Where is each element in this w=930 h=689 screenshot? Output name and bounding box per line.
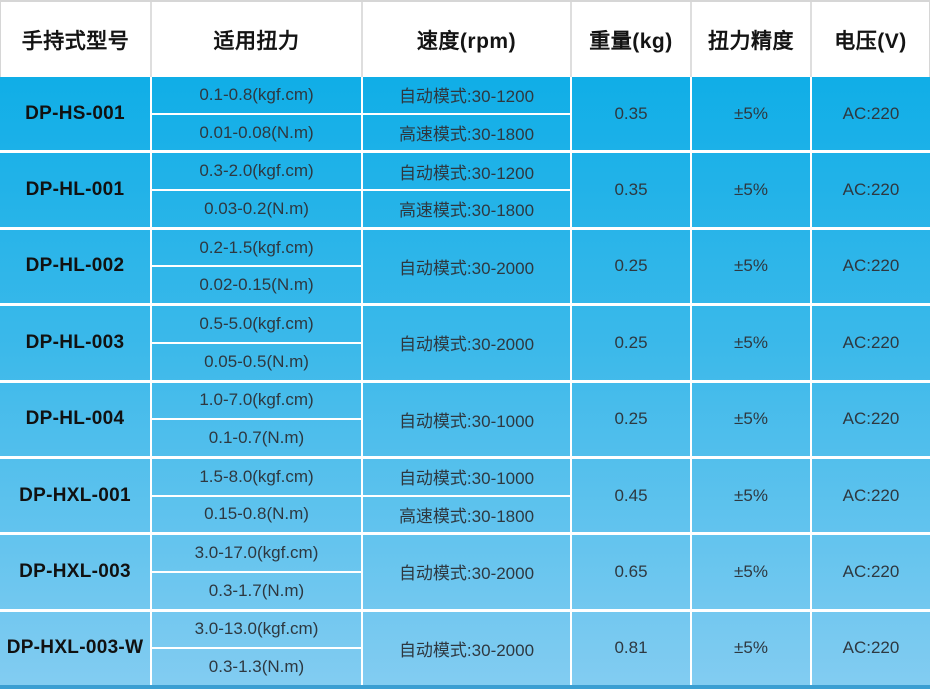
voltage-cell: AC:220 bbox=[810, 458, 930, 533]
torque-nm-value: 0.05-0.5(N.m) bbox=[152, 341, 361, 380]
speed-cell: 自动模式:30-1000 高速模式:30-1800 bbox=[361, 458, 570, 533]
model-cell: DP-HXL-003 bbox=[19, 560, 131, 582]
speed-cell: 自动模式:30-1000 bbox=[361, 382, 570, 456]
torque-cell: 3.0-17.0(kgf.cm) 0.3-1.7(N.m) bbox=[150, 535, 361, 609]
voltage-cell: AC:220 bbox=[810, 611, 930, 685]
model-cell: DP-HL-001 bbox=[25, 179, 125, 201]
torque-cell: 0.2-1.5(kgf.cm) 0.02-0.15(N.m) bbox=[150, 229, 361, 304]
table-row: DP-HS-001 0.1-0.8(kgf.cm) 0.01-0.08(N.m)… bbox=[0, 77, 930, 151]
model-cell: DP-HXL-001 bbox=[19, 484, 131, 506]
speed-high-value: 高速模式:30-1800 bbox=[363, 112, 570, 151]
table-row: DP-HL-002 0.2-1.5(kgf.cm) 0.02-0.15(N.m)… bbox=[0, 226, 930, 304]
weight-cell: 0.25 bbox=[570, 229, 690, 304]
weight-cell: 0.25 bbox=[570, 306, 690, 380]
table-body: DP-HS-001 0.1-0.8(kgf.cm) 0.01-0.08(N.m)… bbox=[0, 77, 930, 689]
torque-nm-value: 0.15-0.8(N.m) bbox=[152, 494, 361, 533]
torque-nm-value: 0.02-0.15(N.m) bbox=[152, 265, 361, 303]
torque-kgf-value: 0.3-2.0(kgf.cm) bbox=[199, 161, 314, 181]
torque-cell: 0.5-5.0(kgf.cm) 0.05-0.5(N.m) bbox=[150, 306, 361, 380]
model-cell: DP-HXL-003-W bbox=[6, 637, 144, 659]
voltage-cell: AC:220 bbox=[810, 306, 930, 380]
table-row: DP-HXL-001 1.5-8.0(kgf.cm) 0.15-0.8(N.m)… bbox=[0, 455, 930, 533]
accuracy-cell: ±5% bbox=[690, 229, 810, 304]
header-voltage: 电压(V) bbox=[810, 2, 929, 77]
torque-cell: 0.1-0.8(kgf.cm) 0.01-0.08(N.m) bbox=[150, 77, 361, 151]
header-accuracy: 扭力精度 bbox=[690, 2, 810, 77]
weight-cell: 0.65 bbox=[570, 535, 690, 609]
torque-nm-value: 0.1-0.7(N.m) bbox=[152, 418, 361, 456]
model-cell: DP-HL-002 bbox=[25, 255, 125, 277]
torque-kgf-value: 1.5-8.0(kgf.cm) bbox=[199, 466, 314, 486]
header-torque: 适用扭力 bbox=[150, 2, 361, 77]
accuracy-cell: ±5% bbox=[690, 306, 810, 380]
torque-nm-value: 0.3-1.3(N.m) bbox=[152, 647, 361, 685]
header-speed: 速度(rpm) bbox=[361, 2, 570, 77]
table-row: DP-HXL-003-W 3.0-13.0(kgf.cm) 0.3-1.3(N.… bbox=[0, 608, 930, 685]
speed-auto-value: 自动模式:30-1200 bbox=[398, 163, 535, 183]
voltage-cell: AC:220 bbox=[810, 535, 930, 609]
torque-nm-value: 0.3-1.7(N.m) bbox=[152, 570, 361, 609]
header-weight: 重量(kg) bbox=[570, 2, 690, 77]
speed-auto-value: 自动模式:30-1000 bbox=[398, 469, 535, 489]
table-row: DP-HXL-003 3.0-17.0(kgf.cm) 0.3-1.7(N.m)… bbox=[0, 532, 930, 609]
voltage-cell: AC:220 bbox=[810, 153, 930, 227]
weight-cell: 0.35 bbox=[570, 153, 690, 227]
speed-auto-value: 自动模式:30-1200 bbox=[398, 87, 535, 107]
weight-cell: 0.81 bbox=[570, 611, 690, 685]
torque-kgf-value: 3.0-17.0(kgf.cm) bbox=[194, 543, 319, 563]
model-cell: DP-HS-001 bbox=[25, 102, 125, 124]
torque-kgf-value: 1.0-7.0(kgf.cm) bbox=[199, 390, 314, 410]
torque-nm-value: 0.01-0.08(N.m) bbox=[152, 112, 361, 151]
torque-kgf-value: 0.1-0.8(kgf.cm) bbox=[199, 84, 314, 104]
weight-cell: 0.35 bbox=[570, 77, 690, 151]
torque-cell: 3.0-13.0(kgf.cm) 0.3-1.3(N.m) bbox=[150, 611, 361, 685]
accuracy-cell: ±5% bbox=[690, 535, 810, 609]
voltage-cell: AC:220 bbox=[810, 77, 930, 151]
voltage-cell: AC:220 bbox=[810, 229, 930, 304]
torque-kgf-value: 0.2-1.5(kgf.cm) bbox=[199, 237, 314, 257]
accuracy-cell: ±5% bbox=[690, 153, 810, 227]
torque-cell: 1.5-8.0(kgf.cm) 0.15-0.8(N.m) bbox=[150, 458, 361, 533]
speed-cell: 自动模式:30-2000 bbox=[361, 306, 570, 380]
speed-cell: 自动模式:30-2000 bbox=[361, 611, 570, 685]
voltage-cell: AC:220 bbox=[810, 382, 930, 456]
speed-cell: 自动模式:30-2000 bbox=[361, 229, 570, 304]
table-row: DP-HL-003 0.5-5.0(kgf.cm) 0.05-0.5(N.m) … bbox=[0, 303, 930, 380]
model-cell: DP-HL-003 bbox=[25, 331, 125, 353]
accuracy-cell: ±5% bbox=[690, 458, 810, 533]
torque-kgf-value: 3.0-13.0(kgf.cm) bbox=[194, 619, 319, 639]
model-cell: DP-HL-004 bbox=[25, 408, 125, 430]
weight-cell: 0.25 bbox=[570, 382, 690, 456]
torque-cell: 1.0-7.0(kgf.cm) 0.1-0.7(N.m) bbox=[150, 382, 361, 456]
torque-kgf-value: 0.5-5.0(kgf.cm) bbox=[199, 313, 314, 333]
speed-cell: 自动模式:30-2000 bbox=[361, 535, 570, 609]
speed-high-value: 高速模式:30-1800 bbox=[363, 494, 570, 533]
table-row: DP-HL-001 0.3-2.0(kgf.cm) 0.03-0.2(N.m) … bbox=[0, 150, 930, 227]
speed-high-value: 高速模式:30-1800 bbox=[363, 189, 570, 227]
accuracy-cell: ±5% bbox=[690, 77, 810, 151]
weight-cell: 0.45 bbox=[570, 458, 690, 533]
torque-nm-value: 0.03-0.2(N.m) bbox=[152, 189, 361, 227]
table-row: DP-HL-004 1.0-7.0(kgf.cm) 0.1-0.7(N.m) 自… bbox=[0, 379, 930, 456]
table-header-row: 手持式型号 适用扭力 速度(rpm) 重量(kg) 扭力精度 电压(V) bbox=[0, 0, 930, 77]
torque-cell: 0.3-2.0(kgf.cm) 0.03-0.2(N.m) bbox=[150, 153, 361, 227]
speed-cell: 自动模式:30-1200 高速模式:30-1800 bbox=[361, 153, 570, 227]
header-model: 手持式型号 bbox=[21, 29, 130, 53]
accuracy-cell: ±5% bbox=[690, 611, 810, 685]
speed-cell: 自动模式:30-1200 高速模式:30-1800 bbox=[361, 77, 570, 151]
accuracy-cell: ±5% bbox=[690, 382, 810, 456]
